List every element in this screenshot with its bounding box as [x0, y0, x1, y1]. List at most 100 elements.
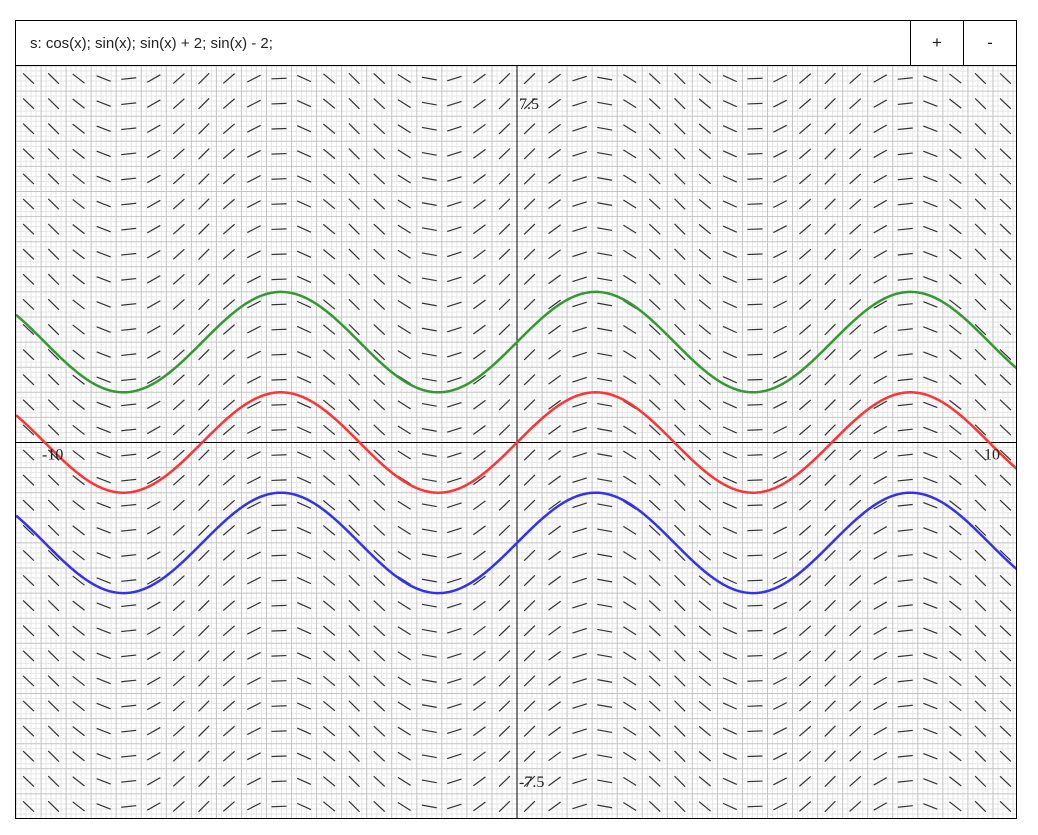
slope-segment	[447, 803, 462, 810]
slope-segment	[96, 552, 111, 559]
slope-segment	[146, 250, 161, 259]
slope-segment	[873, 802, 888, 811]
slope-segment	[348, 123, 360, 135]
slope-segment	[96, 602, 111, 609]
slope-segment	[747, 479, 763, 482]
slope-segment	[222, 73, 236, 84]
slope-segment	[747, 253, 763, 256]
slope-segment	[824, 72, 836, 85]
slope-segment	[722, 125, 738, 133]
slope-segment	[421, 377, 437, 382]
slope-segment	[22, 173, 35, 185]
slope-segment	[473, 575, 486, 586]
slope-segment	[623, 149, 637, 159]
slope-segment	[873, 601, 888, 610]
slope-segment	[897, 478, 913, 482]
slope-segment	[397, 400, 411, 410]
slope-segment	[873, 350, 888, 359]
slope-segment	[498, 599, 511, 612]
slope-segment	[397, 676, 411, 686]
slope-field-chart[interactable]: -10 10 7.5 -7.5	[16, 66, 1017, 819]
slope-segment	[648, 148, 661, 160]
slope-segment	[849, 273, 862, 285]
slope-segment	[798, 625, 812, 637]
slope-segment	[473, 625, 486, 636]
slope-segment	[322, 500, 336, 511]
slope-segment	[849, 248, 862, 260]
slope-segment	[523, 800, 536, 813]
slope-segment	[473, 299, 486, 310]
slope-segment	[296, 100, 312, 108]
slope-segment	[572, 402, 587, 408]
slope-segment	[548, 324, 561, 335]
slope-segment	[22, 650, 35, 662]
slope-segment	[849, 524, 862, 536]
slope-segment	[447, 502, 462, 509]
slope-segment	[747, 328, 763, 331]
slope-segment	[447, 326, 462, 333]
slope-segment	[498, 775, 511, 788]
slope-segment	[473, 374, 486, 385]
slope-segment	[146, 124, 161, 133]
slope-segment	[198, 374, 210, 386]
slope-segment	[773, 350, 787, 359]
slope-segment	[873, 174, 888, 184]
slope-segment	[222, 499, 236, 511]
slope-segment	[72, 776, 85, 787]
slope-segment	[222, 575, 236, 586]
slope-segment	[447, 201, 462, 207]
slope-segment	[773, 576, 787, 585]
slope-segment	[597, 202, 613, 206]
slope-segment	[271, 479, 287, 482]
slope-segment	[873, 501, 888, 510]
slope-segment	[974, 549, 987, 562]
slope-segment	[72, 224, 85, 235]
zoom-out-button[interactable]: -	[963, 21, 1016, 65]
slope-segment	[798, 801, 812, 812]
slope-segment	[498, 273, 511, 286]
slope-segment	[121, 227, 137, 231]
slope-segment	[172, 98, 185, 110]
slope-segment	[773, 74, 787, 83]
slope-segment	[373, 298, 386, 310]
slope-segment	[648, 324, 661, 336]
slope-segment	[172, 725, 185, 737]
slope-segment	[271, 429, 287, 431]
slope-segment	[523, 775, 536, 788]
slope-segment	[674, 374, 686, 386]
slope-segment	[849, 399, 862, 411]
slope-segment	[121, 177, 137, 181]
slope-segment	[47, 474, 60, 486]
slope-segment	[722, 727, 738, 735]
slope-segment	[849, 725, 862, 737]
zoom-in-button[interactable]: +	[910, 21, 963, 65]
slope-segment	[96, 677, 111, 685]
equation-input[interactable]: s: cos(x); sin(x); sin(x) + 2; sin(x) - …	[30, 34, 273, 52]
slope-segment	[648, 625, 661, 637]
slope-segment	[923, 803, 938, 810]
slope-segment	[198, 499, 210, 511]
slope-segment	[674, 499, 686, 511]
slope-segment	[498, 650, 511, 662]
slope-segment	[121, 202, 137, 206]
slope-segment	[447, 226, 462, 232]
plot-area[interactable]: -10 10 7.5 -7.5	[15, 66, 1017, 819]
slope-segment	[222, 625, 236, 637]
slope-segment	[523, 123, 536, 135]
slope-segment	[849, 549, 862, 561]
slope-segment	[572, 627, 587, 634]
slope-segment	[172, 148, 185, 160]
slope-segment	[322, 525, 336, 536]
slope-segment	[897, 127, 913, 131]
slope-segment	[923, 752, 938, 760]
slope-segment	[648, 173, 661, 185]
slope-segment	[572, 176, 587, 182]
slope-segment	[121, 729, 137, 733]
slope-segment	[722, 225, 738, 233]
slope-segment	[348, 223, 360, 235]
slope-segment	[271, 705, 287, 707]
slope-segment	[172, 449, 185, 461]
slope-segment	[121, 152, 137, 156]
slope-segment	[373, 273, 386, 285]
slope-segment	[296, 225, 312, 233]
